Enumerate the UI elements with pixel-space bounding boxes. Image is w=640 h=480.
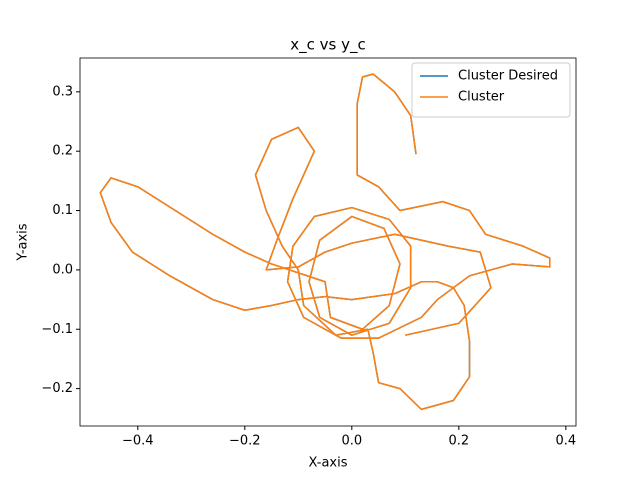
y-tick-label: −0.1	[41, 322, 73, 337]
y-tick-label: 0.2	[52, 144, 73, 159]
chart-title: x_c vs y_c	[290, 36, 365, 55]
x-tick-label: −0.2	[229, 434, 261, 449]
x-tick-label: 0.2	[448, 434, 469, 449]
x-tick-label: −0.4	[122, 434, 154, 449]
x-axis-label: X-axis	[309, 456, 348, 471]
y-axis-label: Y-axis	[16, 223, 31, 261]
legend-label: Cluster Desired	[458, 69, 558, 84]
legend-box	[411, 62, 571, 118]
y-tick-label: 0.1	[52, 203, 73, 218]
series-line	[99, 73, 551, 411]
x-tick-label: 0.0	[341, 434, 362, 449]
y-tick-label: 0.0	[52, 262, 73, 277]
y-tick-label: −0.2	[41, 381, 73, 396]
x-tick-label: 0.4	[555, 434, 576, 449]
plot-frame	[79, 57, 577, 427]
legend-label: Cluster	[458, 90, 505, 105]
y-tick-label: 0.3	[52, 84, 73, 99]
